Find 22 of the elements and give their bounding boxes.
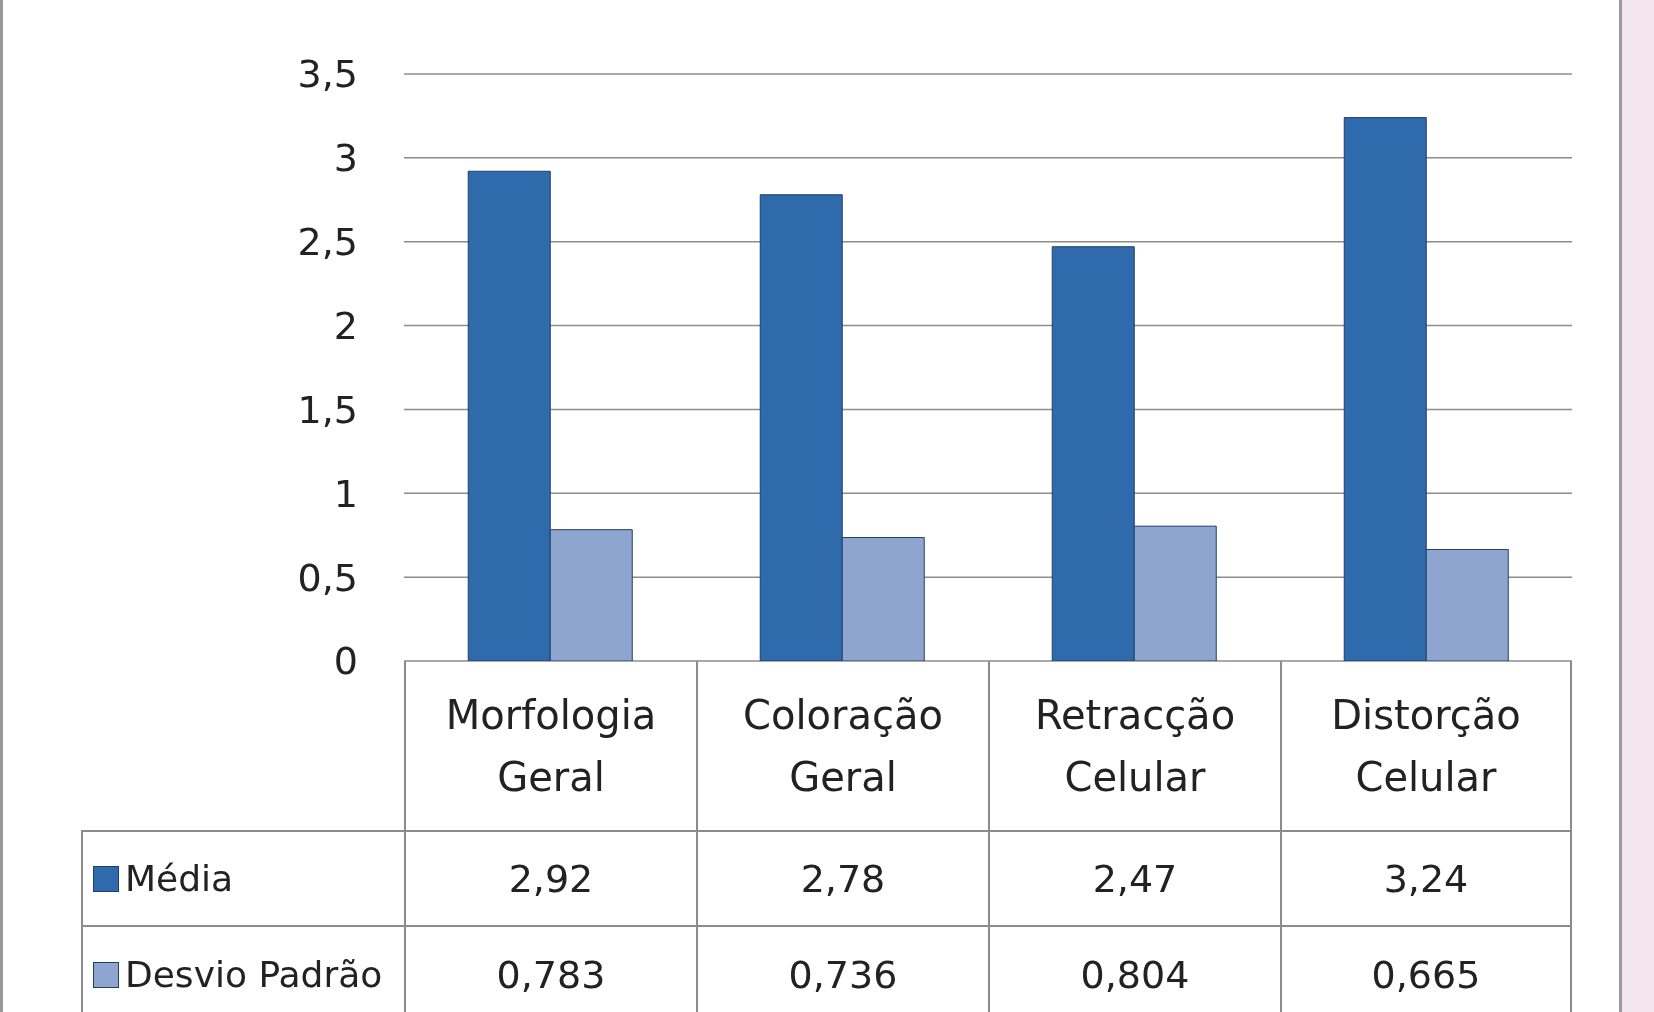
- legend-label: Média: [125, 858, 234, 899]
- y-tick-label: 0: [333, 639, 358, 684]
- data-label: 2,47: [988, 830, 1280, 925]
- data-label: 0,736: [696, 925, 988, 1012]
- data-label: 2,92: [404, 830, 696, 925]
- data-label: 0,783: [404, 925, 696, 1012]
- x-tick-label: Distorção Celular: [1280, 661, 1572, 830]
- y-tick-label: 2: [333, 304, 358, 349]
- y-tick-label: 1: [333, 471, 358, 516]
- legend-label: Desvio Padrão: [125, 954, 383, 995]
- y-tick-label: 2,5: [297, 220, 358, 265]
- x-tick-label: Morfologia Geral: [404, 661, 696, 830]
- data-label: 0,665: [1280, 925, 1572, 1012]
- x-tick-label: Retracção Celular: [988, 661, 1280, 830]
- data-label: 0,804: [988, 925, 1280, 1012]
- y-tick-label: 1,5: [297, 387, 358, 432]
- data-label: 3,24: [1280, 830, 1572, 925]
- y-tick-label: 3,5: [297, 52, 358, 97]
- x-tick-label: Coloração Geral: [696, 661, 988, 830]
- data-label: 2,78: [696, 830, 988, 925]
- y-tick-label: 3: [333, 136, 358, 181]
- y-tick-label: 0,5: [297, 555, 358, 600]
